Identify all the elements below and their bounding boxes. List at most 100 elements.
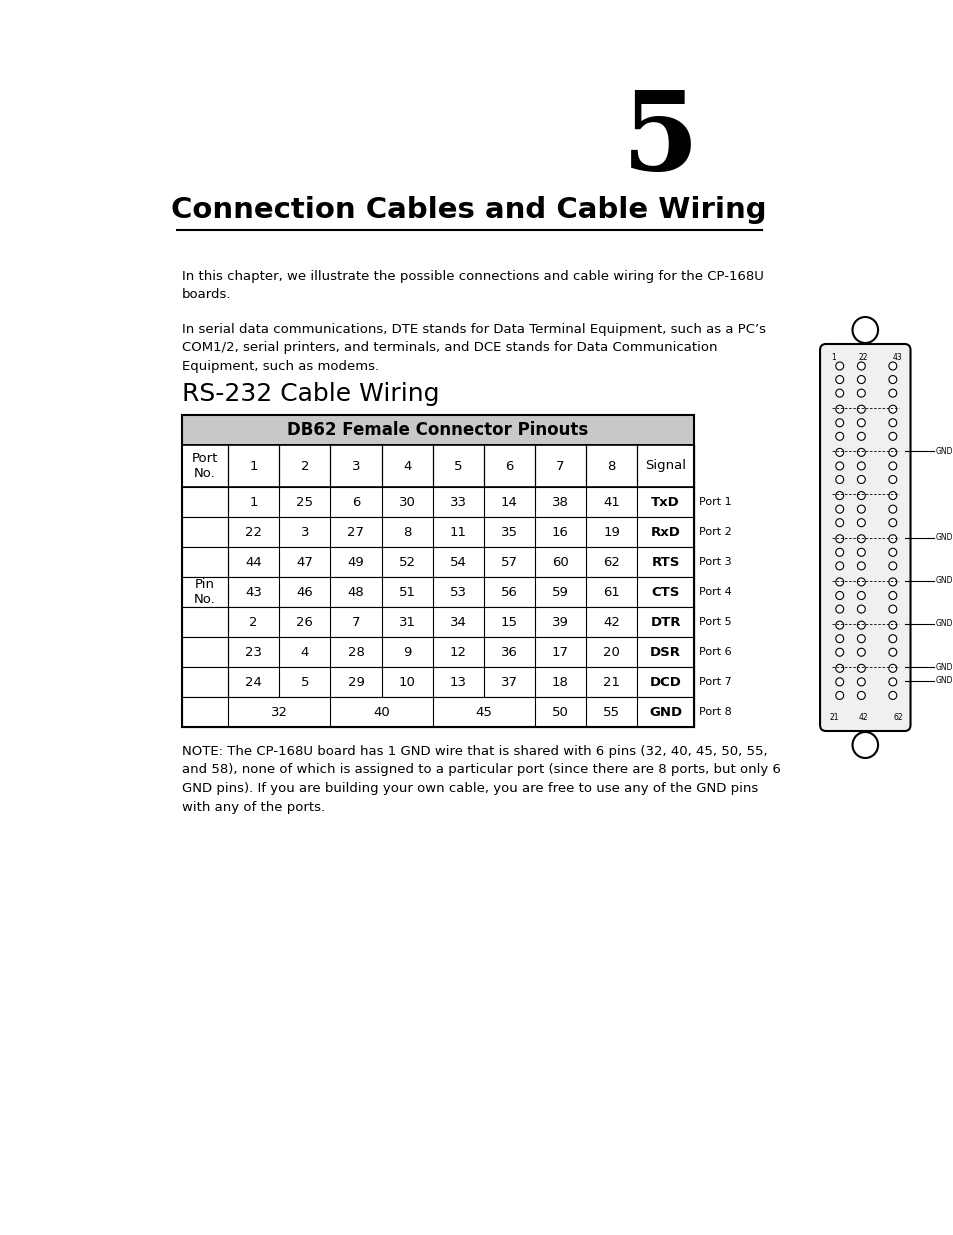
Text: 13: 13 [449,676,466,688]
Text: 21: 21 [828,713,838,722]
Circle shape [835,519,842,526]
Bar [182,637,694,667]
Text: 43: 43 [245,585,262,599]
Circle shape [857,578,864,585]
Text: GND: GND [935,662,953,672]
Circle shape [835,505,842,513]
Text: Port
No.: Port No. [192,452,218,480]
Text: 1: 1 [249,495,257,509]
Text: 5: 5 [300,676,309,688]
Circle shape [835,648,842,656]
Text: CTS: CTS [651,585,679,599]
Text: 6: 6 [352,495,360,509]
Text: DCD: DCD [649,676,680,688]
Text: Port 3: Port 3 [699,557,731,567]
Circle shape [888,389,896,398]
Circle shape [888,462,896,471]
Circle shape [888,635,896,642]
Text: 57: 57 [500,556,517,568]
Circle shape [857,448,864,457]
Circle shape [888,592,896,599]
Text: 2: 2 [249,615,257,629]
Text: 12: 12 [449,646,466,658]
Circle shape [888,362,896,370]
Circle shape [857,535,864,542]
Text: 19: 19 [602,526,619,538]
Text: 31: 31 [398,615,416,629]
Circle shape [857,375,864,384]
Text: Port 2: Port 2 [699,527,731,537]
Bar [182,547,694,577]
Circle shape [888,692,896,699]
Text: Port 1: Port 1 [699,496,731,508]
Text: 53: 53 [449,585,466,599]
Circle shape [857,432,864,441]
Text: 21: 21 [602,676,619,688]
Text: DB62 Female Connector Pinouts: DB62 Female Connector Pinouts [287,421,588,438]
Text: 10: 10 [398,676,416,688]
Text: 30: 30 [398,495,416,509]
Text: 34: 34 [449,615,466,629]
Circle shape [835,562,842,569]
Circle shape [857,605,864,613]
Text: 36: 36 [500,646,517,658]
Circle shape [835,419,842,427]
Text: 3: 3 [300,526,309,538]
Text: 9: 9 [402,646,411,658]
Text: 24: 24 [245,676,262,688]
Text: 42: 42 [858,713,867,722]
Circle shape [857,635,864,642]
Circle shape [888,578,896,585]
Text: 11: 11 [449,526,466,538]
Circle shape [857,389,864,398]
Text: 35: 35 [500,526,517,538]
Text: RS-232 Cable Wiring: RS-232 Cable Wiring [182,382,439,406]
Bar [182,415,694,727]
Text: 60: 60 [552,556,568,568]
Text: DSR: DSR [650,646,680,658]
Circle shape [857,592,864,599]
Circle shape [835,375,842,384]
Text: 6: 6 [505,459,513,473]
Text: 22: 22 [858,353,867,362]
Circle shape [835,362,842,370]
Text: GND: GND [935,620,953,629]
Text: 14: 14 [500,495,517,509]
Text: 59: 59 [552,585,568,599]
Circle shape [888,605,896,613]
Circle shape [888,505,896,513]
Text: 23: 23 [245,646,262,658]
Circle shape [835,492,842,500]
Circle shape [888,405,896,414]
Text: 15: 15 [500,615,517,629]
Text: 8: 8 [607,459,615,473]
Text: Port 4: Port 4 [699,587,731,597]
Text: 55: 55 [602,705,619,719]
Text: 54: 54 [449,556,466,568]
Text: 51: 51 [398,585,416,599]
Circle shape [835,621,842,629]
Circle shape [835,405,842,414]
Circle shape [888,419,896,427]
Text: 52: 52 [398,556,416,568]
Circle shape [857,692,864,699]
Text: 56: 56 [500,585,517,599]
Bar [182,577,694,606]
Circle shape [857,505,864,513]
Text: 50: 50 [552,705,568,719]
Text: 3: 3 [352,459,360,473]
Text: 42: 42 [602,615,619,629]
Circle shape [835,462,842,471]
Text: GND: GND [935,447,953,456]
Circle shape [857,562,864,569]
Text: 41: 41 [602,495,619,509]
Circle shape [888,432,896,441]
Circle shape [888,519,896,526]
Text: 39: 39 [552,615,568,629]
Circle shape [857,519,864,526]
Text: 1: 1 [831,353,836,362]
Text: GND: GND [935,676,953,685]
Circle shape [835,535,842,542]
Text: 5: 5 [454,459,462,473]
Circle shape [888,548,896,556]
